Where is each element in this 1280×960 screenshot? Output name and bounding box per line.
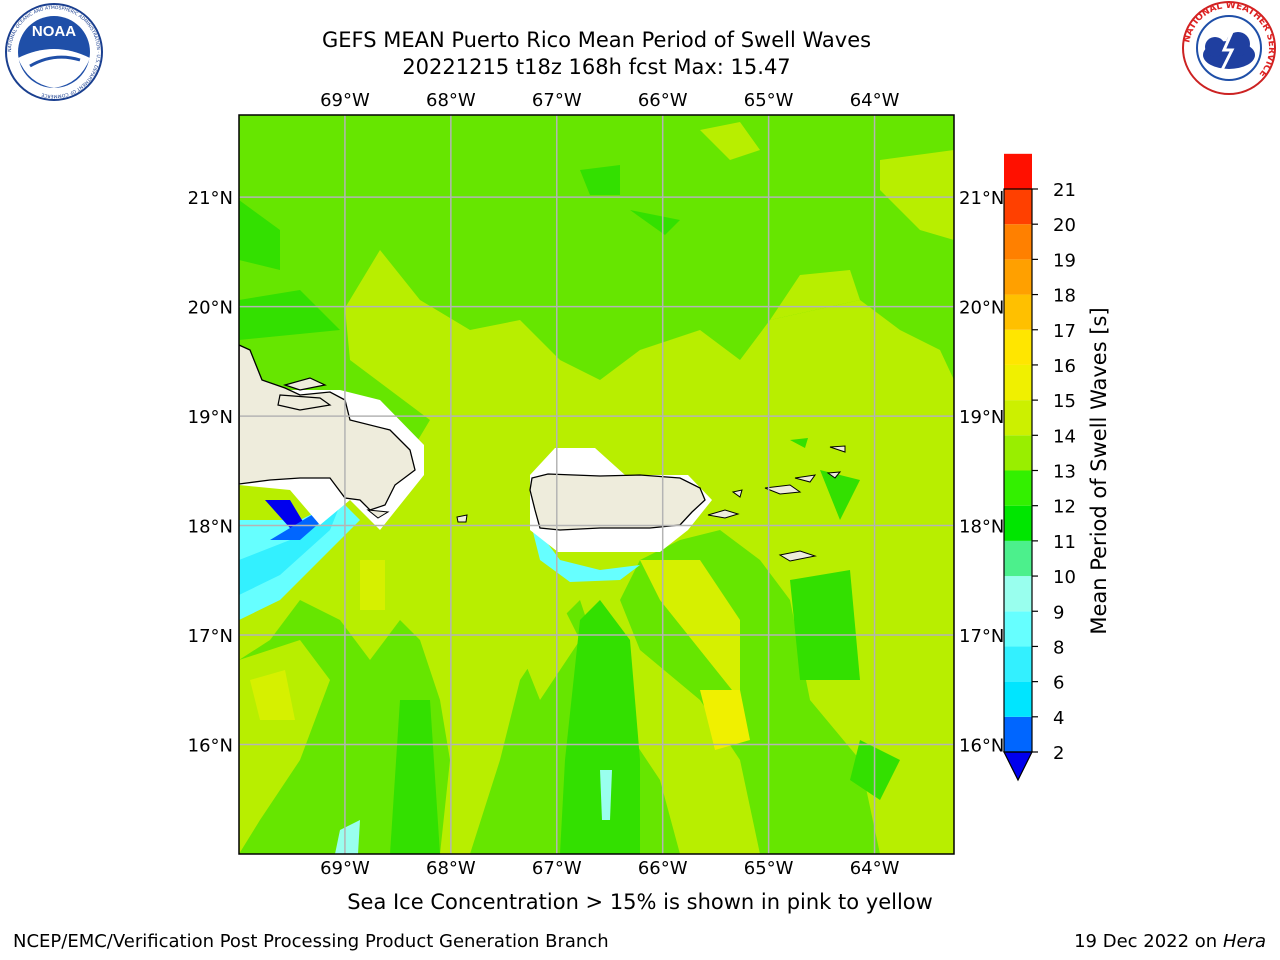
colorbar-segment: [1004, 189, 1032, 225]
lat-label-right: 19°N: [959, 407, 1004, 428]
colorbar-segment: [1004, 153, 1032, 189]
colorbar-tick-label: 8: [1053, 637, 1064, 658]
lon-label-bottom: 64°W: [850, 858, 900, 879]
colorbar-tick-label: 4: [1053, 708, 1064, 729]
lat-label-left: 19°N: [188, 407, 233, 428]
lon-label-top: 68°W: [426, 90, 476, 111]
colorbar-segment: [1004, 435, 1032, 471]
lat-label-left: 17°N: [188, 626, 233, 647]
colorbar-tick-label: 6: [1053, 673, 1064, 694]
lon-label-top: 64°W: [850, 90, 900, 111]
lon-label-bottom: 68°W: [426, 858, 476, 879]
colorbar-segment: [1004, 470, 1032, 506]
colorbar-tick-label: 13: [1053, 462, 1076, 483]
colorbar-tick-label: 15: [1053, 391, 1076, 412]
lat-label-left: 18°N: [188, 517, 233, 538]
lon-label-top: 65°W: [744, 90, 794, 111]
colorbar-segment: [1004, 611, 1032, 647]
colorbar-segment: [1004, 364, 1032, 401]
lon-label-top: 66°W: [638, 90, 688, 111]
colorbar-segment: [1004, 400, 1032, 436]
lat-label-right: 21°N: [959, 188, 1004, 209]
title-line-1: GEFS MEAN Puerto Rico Mean Period of Swe…: [321, 28, 872, 52]
map-frame: [238, 114, 955, 855]
colorbar-label: Mean Period of Swell Waves [s]: [1087, 307, 1111, 634]
colorbar-tick-label: 14: [1053, 426, 1076, 447]
map-field: [239, 115, 954, 854]
colorbar-segment: [1004, 646, 1032, 682]
colorbar-tick-label: 17: [1053, 321, 1076, 342]
lon-label-top: 67°W: [532, 90, 582, 111]
lon-label-top: 69°W: [320, 90, 370, 111]
colorbar-tick-label: 16: [1053, 356, 1076, 377]
lon-label-bottom: 65°W: [744, 858, 794, 879]
colorbar-tick-label: 12: [1053, 497, 1076, 518]
footer-credit: NCEP/EMC/Verification Post Processing Pr…: [13, 931, 609, 952]
colorbar-tick-label: 2: [1053, 743, 1064, 764]
title-line-2: 20221215 t18z 168h fcst Max: 15.47: [402, 55, 791, 79]
nws-logo: NATIONAL WEATHER SERVICE: [1182, 1, 1276, 95]
lon-label-bottom: 67°W: [532, 858, 582, 879]
colorbar-segment: [1004, 259, 1032, 295]
lat-label-right: 18°N: [959, 517, 1004, 538]
gridlines: [239, 115, 954, 854]
lat-label-right: 16°N: [959, 736, 1004, 757]
colorbar-tick-label: 18: [1053, 286, 1076, 307]
colorbar-tick-label: 11: [1053, 532, 1076, 553]
footer-machine: Hera: [1222, 931, 1266, 952]
colorbar-segment: [1004, 540, 1032, 577]
colorbar-segment: [1004, 329, 1032, 365]
colorbar-segment: [1004, 224, 1032, 260]
colorbar-segment: [1004, 505, 1032, 541]
lon-label-bottom: 66°W: [638, 858, 688, 879]
colorbar-segment: [1004, 294, 1032, 330]
colorbar-segment: [1004, 716, 1032, 752]
lat-label-left: 20°N: [188, 298, 233, 319]
noaa-logo-text: NOAA: [32, 23, 76, 40]
colorbar-tick-label: 19: [1053, 250, 1076, 271]
lat-label-right: 17°N: [959, 626, 1004, 647]
noaa-logo: NOAA NATIONAL OCEANIC AND ATMOSPHERIC AD…: [5, 3, 103, 101]
colorbar: 2 4 6 8 9 10 11 12 13 14 15 16 17 18 19 20 21: [1003, 153, 1076, 782]
colorbar-segment: [1004, 681, 1032, 717]
footer-date: 19 Dec 2022 on Hera: [1074, 931, 1266, 952]
sea-ice-note: Sea Ice Concentration > 15% is shown in …: [347, 890, 933, 914]
axis-labels: 69°W 69°W 68°W 68°W 67°W 67°W 66°W 66°W 65°W 65°W…: [188, 90, 1005, 879]
colorbar-tick-label: 9: [1053, 602, 1064, 623]
colorbar-tick-label: 21: [1053, 180, 1076, 201]
lon-label-bottom: 69°W: [320, 858, 370, 879]
colorbar-tick-label: 10: [1053, 567, 1076, 588]
colorbar-segment: [1004, 576, 1032, 612]
lat-label-right: 20°N: [959, 298, 1004, 319]
colorbar-under-arrow: [1003, 751, 1033, 782]
lat-label-left: 21°N: [188, 188, 233, 209]
colorbar-tick-label: 20: [1053, 215, 1076, 236]
lat-label-left: 16°N: [188, 736, 233, 757]
footer-date-text: 19 Dec 2022 on: [1074, 931, 1218, 952]
